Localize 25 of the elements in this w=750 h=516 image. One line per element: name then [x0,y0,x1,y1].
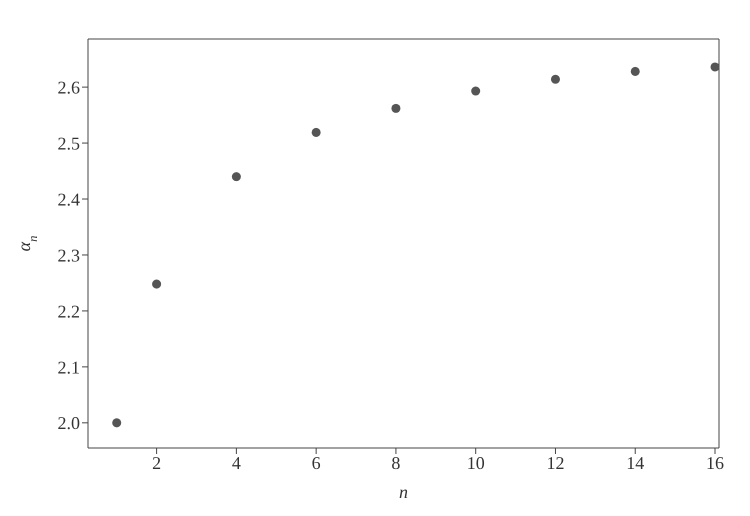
y-tick-label: 2.5 [58,133,80,154]
point [550,74,560,84]
y-tick-label: 2.6 [58,78,80,98]
y-tick-label: 2.0 [58,413,80,434]
point [112,418,122,428]
x-tick-label: 10 [466,452,485,473]
point [391,104,400,113]
y-tick-label: 2.2 [58,301,80,322]
x-tick-label: 16 [706,452,724,473]
y-tick-label: 2.4 [58,189,80,210]
x-tick-label: 6 [312,452,321,473]
y-tick-label: 2.1 [58,357,80,378]
point [232,172,241,182]
point [471,86,480,96]
x-axis-title: n [399,482,408,502]
x-tick-label: 14 [626,452,644,473]
point [152,280,162,289]
x-tick-label: 2 [152,452,162,473]
x-tick-label: 12 [546,452,564,473]
point [630,66,640,76]
point [710,62,719,72]
y-tick-label: 2.3 [58,245,80,266]
point [312,128,321,137]
x-tick-label: 4 [232,452,241,473]
x-tick-label: 8 [391,452,400,473]
